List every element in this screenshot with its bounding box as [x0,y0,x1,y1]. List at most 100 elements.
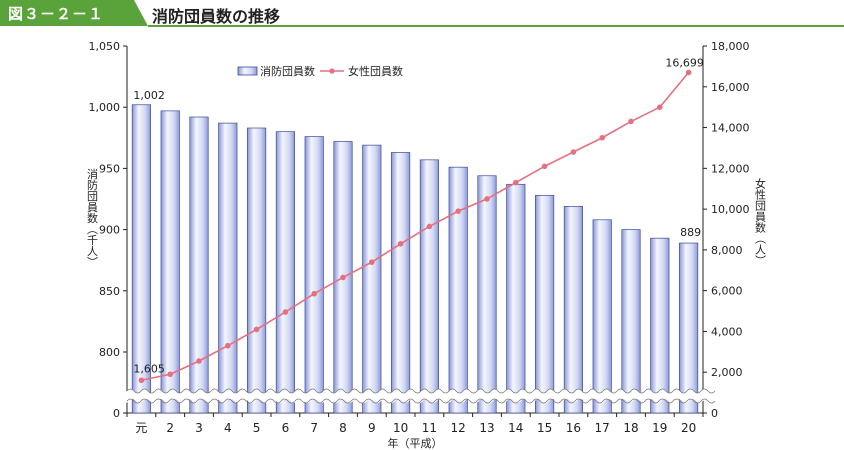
figure-tab-cut [134,0,148,26]
y-left-tick-label: 0 [113,407,120,420]
x-tick-label: 13 [479,421,494,435]
bar-series [131,104,699,414]
bar [160,110,180,414]
y-right-tick-label: 4,000 [711,325,743,338]
y-right-tick-label: 18,000 [711,40,750,53]
axis-break-band [115,389,715,403]
line-point [599,134,605,141]
y-right-tick-label: 12,000 [711,162,750,175]
x-tick-label: 8 [339,421,347,435]
x-tick-label: 12 [451,421,466,435]
line-point [138,377,145,384]
x-tick-label: 6 [282,421,290,435]
line-point [541,163,548,170]
x-tick-label: 5 [253,421,261,435]
bar [506,183,526,414]
y-right-tick-label: 2,000 [711,366,743,379]
line-path [141,72,690,382]
bar [535,194,555,414]
bar [563,205,583,414]
y-left-tick-label: 800 [99,346,120,359]
bar [419,159,439,414]
y-left-tick-label: 950 [99,162,120,175]
bar [189,116,209,414]
y-left-tick-label: 1,000 [89,101,121,114]
y-right-tick-label: 10,000 [711,203,750,216]
y-right-tick-label: 6,000 [711,285,743,298]
x-tick-label: 7 [310,421,318,435]
y-right-tick-label: 0 [711,407,718,420]
y-left-tick-label: 900 [99,224,120,237]
legend: 消防団員数 女性団員数 [237,64,403,78]
annotation-first-point: 1,605 [133,362,165,375]
axis-break-line-lower [126,398,716,404]
bar [592,219,612,414]
bar [247,127,267,414]
bar [679,242,699,414]
bar [275,131,295,414]
y-left-tick-label: 1,050 [89,40,121,53]
legend-line-marker [329,68,335,74]
legend-label-bars: 消防団員数 [260,64,315,78]
bar [448,166,468,414]
header-rule [148,25,844,27]
x-tick-label: 17 [595,421,610,435]
line-point [397,240,404,247]
annotation-last-point: 16,699 [665,57,704,70]
figure-label-tab [0,0,148,26]
y-left-axis-label: 消防団員数（千人） [86,167,99,267]
legend-label-line: 女性団員数 [348,64,403,78]
line-point [426,223,433,230]
y-left-tick-label: 850 [99,285,120,298]
line-point [311,290,318,297]
bar [650,237,670,414]
x-tick-label: 9 [368,421,376,435]
x-axis-label: 年（平成） [388,436,443,450]
x-tick-label: 元 [135,421,147,435]
annotation-first-bar: 1,002 [133,89,165,102]
line-point [513,179,519,186]
line-point [657,104,663,110]
x-tick-label: 15 [537,421,552,435]
line-point [455,208,462,214]
legend-bar-swatch [237,66,258,76]
x-tick-label: 16 [566,421,581,435]
bar [218,122,238,414]
axis-break [115,388,716,404]
line-point [570,149,577,155]
bar [621,229,641,414]
line-point [167,371,173,378]
x-tick-label: 2 [166,421,174,435]
figure-header: 図３－２－１ 消防団員数の推移 [0,0,844,30]
x-tick-label: 10 [393,421,408,435]
x-tick-label: 19 [652,421,667,435]
x-tick-label: 18 [623,421,638,435]
line-point [628,118,634,125]
x-tick-label: 14 [508,421,523,435]
x-tick-label: 4 [224,421,232,435]
line-point [369,259,375,265]
y-right-tick-label: 14,000 [711,122,750,135]
y-right-tick-label: 16,000 [711,81,750,94]
line-point [196,358,202,364]
bar [477,175,497,414]
bar [362,144,382,414]
axis-break-line-upper [126,388,716,394]
line-series: 1,002 889 1,605 16,699 [133,57,704,384]
figure-title: 消防団員数の推移 [152,7,281,26]
x-tick-label: 20 [681,421,696,435]
x-tick-label: 11 [422,421,437,435]
bar [131,104,151,414]
figure-label: 図３－２－１ [8,5,105,23]
line-point [225,342,231,349]
line-point [484,196,490,202]
y-right-tick-label: 8,000 [711,244,743,257]
bar [304,136,324,414]
line-point [340,274,346,281]
line-point [282,309,289,315]
line-point [253,326,260,333]
x-tick-label: 3 [195,421,203,435]
y-right-axis-label: 女性団員数（人） [754,177,767,266]
bar [391,152,411,414]
